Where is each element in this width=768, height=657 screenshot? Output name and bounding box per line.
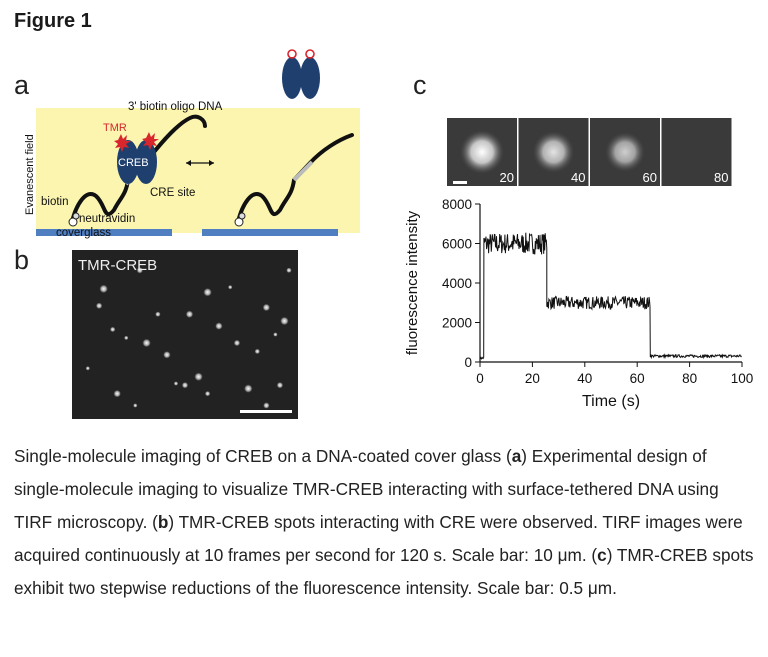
dna-strand-right xyxy=(236,133,354,224)
tirf-spot xyxy=(109,326,116,333)
figure-title: Figure 1 xyxy=(14,10,92,32)
tirf-spot xyxy=(262,303,271,312)
tirf-spot xyxy=(136,267,143,274)
coverglass-bar-right xyxy=(202,229,338,236)
frame-spot xyxy=(605,132,645,172)
tirf-spot xyxy=(228,284,233,290)
x-tick-label: 0 xyxy=(476,371,484,386)
coverglass-label: coverglass xyxy=(56,227,111,239)
panel-letter-a: a xyxy=(14,70,30,100)
caption-part-4: ) TMR-CREB spots exhibit two stepwise re… xyxy=(14,545,754,598)
panel-letter-c: c xyxy=(413,70,427,100)
caption-ref-c: c xyxy=(597,545,607,565)
neutravidin-right-icon xyxy=(234,212,246,227)
intensity-trace xyxy=(479,232,742,360)
tmr-label: TMR xyxy=(103,122,127,134)
x-tick-label: 40 xyxy=(577,371,592,386)
tirf-spot xyxy=(203,288,212,297)
oligo-label: 3' biotin oligo DNA xyxy=(128,101,223,113)
tirf-spot xyxy=(163,351,171,359)
chart-y-label: fluorescence intensity xyxy=(404,210,421,355)
x-tick-label: 20 xyxy=(525,371,540,386)
panel-a-schematic: Evanescent field CREB TMR 3' biotin olig… xyxy=(24,49,360,239)
tirf-spot xyxy=(85,366,91,371)
caption-ref-a: a xyxy=(511,446,522,466)
equilibrium-arrow-icon xyxy=(186,160,214,166)
y-tick-label: 6000 xyxy=(442,237,472,252)
tirf-spot xyxy=(95,302,103,309)
free-creb-dimer-icon xyxy=(282,49,320,99)
tirf-spot xyxy=(263,402,270,409)
frame-spot xyxy=(460,130,504,174)
chart-ticks: 0 2000 4000 6000 8000 0 20 40 60 80 100 xyxy=(442,197,753,386)
tirf-spot xyxy=(254,348,261,355)
tirf-spot xyxy=(99,284,108,294)
frame-time-label: 20 xyxy=(500,170,514,185)
figure-caption: Single-molecule imaging of CREB on a DNA… xyxy=(14,440,754,605)
tirf-spot xyxy=(233,339,241,347)
chart-x-label: Time (s) xyxy=(582,393,640,410)
tirf-spot xyxy=(194,372,203,381)
y-tick-label: 4000 xyxy=(442,276,472,291)
tirf-spot xyxy=(204,390,211,397)
scale-bar-c xyxy=(453,181,467,184)
caption-part-3: ) TMR-CREB spots interacting with CRE we… xyxy=(14,512,743,565)
caption-ref-b: b xyxy=(157,512,169,532)
frame-time-label: 60 xyxy=(643,170,657,185)
tirf-spot xyxy=(286,267,292,273)
frame-time-label: 40 xyxy=(571,170,585,185)
figure-canvas: Evanescent field CREB TMR 3' biotin olig… xyxy=(24,49,753,419)
tirf-spot xyxy=(133,403,138,408)
panel-letter-b: b xyxy=(14,245,30,275)
neutravidin-label: neutravidin xyxy=(79,213,135,225)
cre-site-segment-right xyxy=(292,160,314,182)
tirf-spot xyxy=(173,381,179,386)
biotin-label: biotin xyxy=(41,196,69,208)
tirf-spot xyxy=(185,310,194,318)
tirf-spot xyxy=(215,322,223,330)
creb-dimer-icon xyxy=(114,132,159,184)
x-tick-label: 60 xyxy=(630,371,645,386)
cre-site-label: CRE site xyxy=(150,187,195,199)
tirf-spot xyxy=(155,311,161,317)
coverglass-bar-left xyxy=(36,229,172,236)
x-tick-label: 80 xyxy=(682,371,697,386)
y-tick-label: 2000 xyxy=(442,316,472,331)
dna-strand-left xyxy=(70,114,207,224)
frame-image xyxy=(661,118,732,186)
evanescent-field-label: Evanescent field xyxy=(24,134,36,215)
y-tick-label: 0 xyxy=(464,355,472,370)
tirf-spots xyxy=(85,267,292,409)
creb-label: CREB xyxy=(118,157,149,169)
tirf-spot xyxy=(124,335,129,341)
neutravidin-icon xyxy=(68,212,80,227)
tirf-spot xyxy=(276,382,284,389)
tirf-image-background xyxy=(72,250,298,419)
intensity-chart: fluorescence intensity Time (s) 02000400… xyxy=(404,197,753,410)
caption-part-2: ) Experimental design of single-molecule… xyxy=(14,446,719,532)
panel-b-tirf-image: TMR-CREB xyxy=(72,250,298,419)
panel-c-frames: 20 40 60 80 xyxy=(447,118,732,186)
tirf-spot xyxy=(280,316,289,326)
tirf-spot xyxy=(142,338,151,348)
scale-bar-b xyxy=(240,410,292,413)
tirf-spot xyxy=(113,389,121,398)
tirf-spot xyxy=(181,382,189,389)
frame-time-label: 80 xyxy=(714,170,728,185)
frame-spot xyxy=(532,131,575,173)
caption-part-1: Single-molecule imaging of CREB on a DNA… xyxy=(14,446,512,466)
tirf-spot xyxy=(244,384,253,393)
y-tick-label: 8000 xyxy=(442,197,472,212)
chart-axes xyxy=(479,204,742,363)
x-tick-label: 100 xyxy=(731,371,754,386)
tirf-spot xyxy=(273,332,278,337)
tmr-creb-label: TMR-CREB xyxy=(78,257,157,274)
